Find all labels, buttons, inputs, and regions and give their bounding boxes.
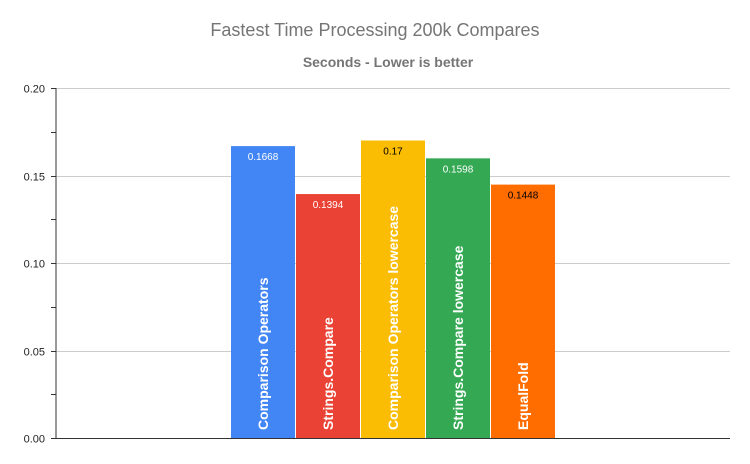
bar xyxy=(491,184,555,438)
y-tick-label: 0.00 xyxy=(24,434,45,446)
data-label: 0.1598 xyxy=(443,164,474,175)
y-tick-label: 0.20 xyxy=(24,84,45,96)
y-axis: 0.00 0.05 0.10 0.15 0.20 xyxy=(24,84,57,446)
bar xyxy=(231,146,295,438)
y-tick-label: 0.10 xyxy=(24,259,45,271)
bar xyxy=(296,194,360,438)
bars: 0.1668 Comparison Operators 0.1394 Strings.… xyxy=(231,140,555,438)
bar xyxy=(426,158,490,438)
category-label: Strings.Compare xyxy=(320,317,336,430)
chart-title: Fastest Time Processing 200k Compares xyxy=(210,20,539,40)
category-label: Comparison Operators lowercase xyxy=(385,206,401,430)
data-label: 0.1394 xyxy=(313,200,344,211)
data-label: 0.1448 xyxy=(508,191,539,202)
y-tick-label: 0.15 xyxy=(24,172,45,184)
category-label: Comparison Operators xyxy=(255,277,271,430)
y-tick-label: 0.05 xyxy=(24,347,45,359)
data-label: 0.17 xyxy=(383,147,403,158)
data-label: 0.1668 xyxy=(248,152,279,163)
bar xyxy=(361,140,425,438)
category-label: EqualFold xyxy=(515,362,531,430)
category-label: Strings.Compare lowercase xyxy=(450,245,466,430)
chart-subtitle: Seconds - Lower is better xyxy=(303,54,474,70)
